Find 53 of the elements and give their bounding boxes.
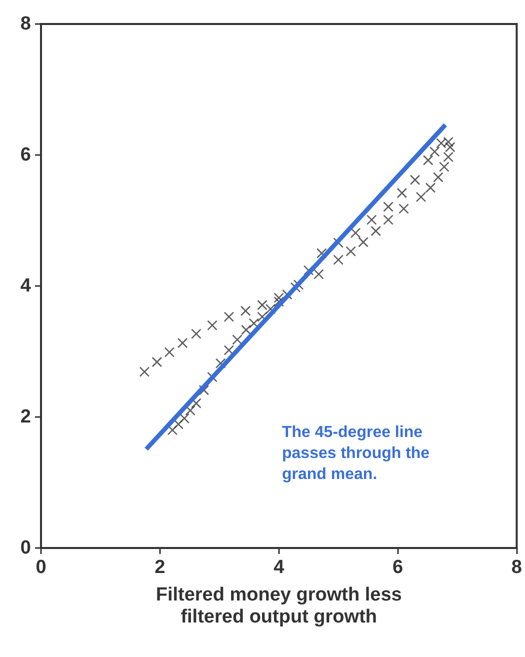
point <box>358 236 368 248</box>
point <box>410 174 420 186</box>
point <box>383 214 394 225</box>
point <box>443 136 454 148</box>
point <box>207 320 218 330</box>
point <box>191 328 202 339</box>
x-tick-label: 0 <box>36 557 46 578</box>
point <box>314 269 324 280</box>
x-tick-label: 4 <box>274 557 285 578</box>
point <box>173 419 184 430</box>
point <box>179 413 190 424</box>
point <box>191 398 202 408</box>
point <box>430 146 440 157</box>
point <box>439 162 450 172</box>
y-tick-label: 4 <box>20 276 32 296</box>
x-tick-label: 8 <box>511 557 522 578</box>
annotation: The 45-degree line passes through the grand mean. <box>282 424 430 483</box>
point <box>425 182 436 193</box>
y-tick-label: 8 <box>20 14 31 34</box>
point <box>422 155 434 166</box>
y-tick-label: 0 <box>20 538 31 558</box>
y-tick-label: 6 <box>20 144 31 166</box>
point <box>240 306 251 316</box>
point <box>265 304 276 314</box>
point <box>346 246 356 256</box>
point <box>152 356 162 368</box>
point <box>241 324 252 336</box>
x-tick-label: 6 <box>392 557 404 578</box>
x-tick-label: 2 <box>154 557 166 578</box>
point <box>185 405 196 416</box>
point <box>350 228 361 238</box>
point <box>177 338 188 348</box>
point <box>248 318 260 328</box>
point <box>232 334 242 345</box>
point <box>139 366 150 377</box>
y-tick-label: 2 <box>20 406 31 428</box>
point <box>224 345 234 356</box>
point <box>383 202 394 212</box>
point <box>366 214 377 225</box>
point <box>433 172 444 182</box>
point <box>416 192 426 202</box>
x-axis-title: Filtered money growth less filtered output growth <box>156 584 402 628</box>
point <box>436 138 446 148</box>
point <box>274 296 284 307</box>
point <box>396 188 408 198</box>
point <box>398 204 409 214</box>
point <box>167 424 178 436</box>
point <box>198 384 210 396</box>
point <box>370 226 381 236</box>
point <box>333 254 344 265</box>
point <box>224 312 234 322</box>
point <box>164 347 175 358</box>
point <box>215 358 226 368</box>
